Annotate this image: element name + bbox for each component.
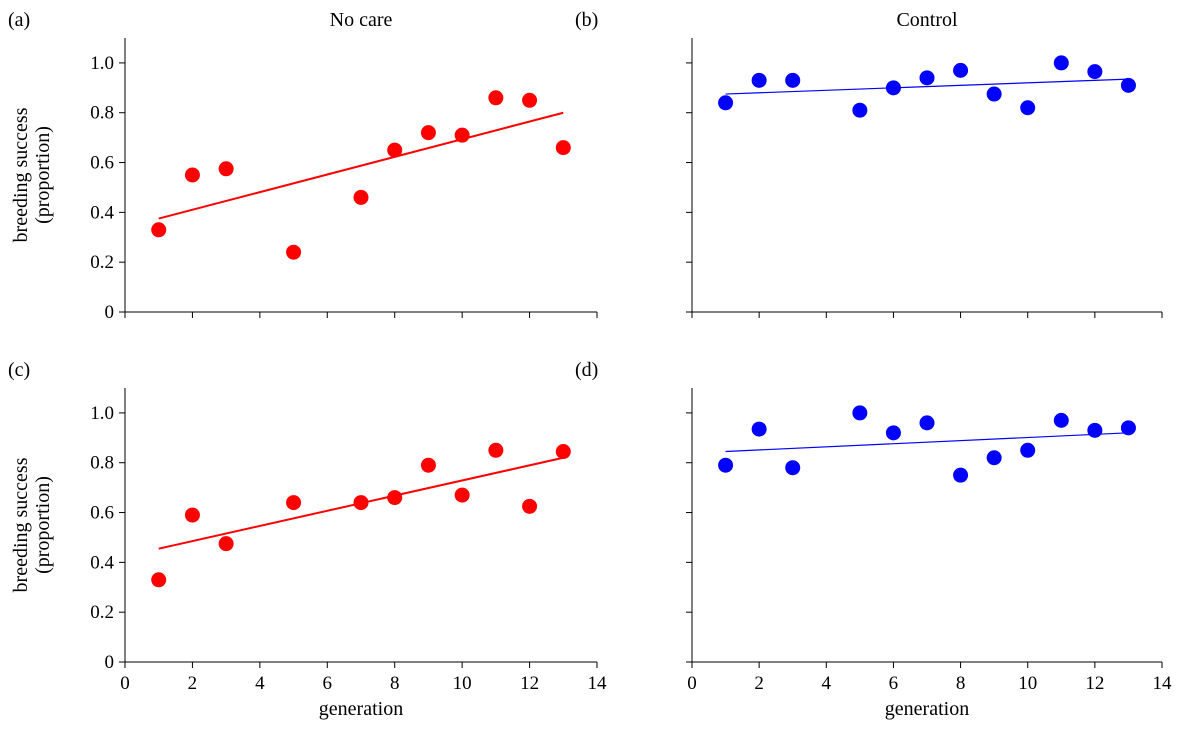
y-tick-label: 1.0 (90, 53, 114, 74)
x-axis-label: generation (885, 698, 969, 720)
data-point (488, 90, 504, 106)
data-point (454, 487, 470, 503)
data-point (522, 92, 538, 108)
y-tick-label: 0.6 (90, 503, 114, 524)
x-tick-label: 0 (687, 673, 697, 694)
panel-title: No care (330, 9, 393, 31)
data-point (785, 460, 801, 476)
data-point (919, 415, 935, 431)
y-axis-label: (proportion) (32, 476, 54, 574)
data-point (1087, 422, 1103, 438)
data-point (454, 127, 470, 143)
data-point (1053, 412, 1069, 428)
y-tick-label: 0.8 (90, 103, 114, 124)
panel-a: (a) No care 0 0.2 0.4 0.6 0.8 1.0 breeding succe… (8, 9, 598, 323)
y-tick-label: 0.4 (90, 202, 114, 223)
data-point (919, 70, 935, 86)
data-point (1053, 55, 1069, 71)
y-tick-label: 0 (105, 302, 115, 323)
trend-line (725, 432, 1129, 453)
data-point (353, 189, 369, 205)
data-point (184, 167, 200, 183)
data-point (555, 140, 571, 156)
x-tick-label: 10 (453, 673, 472, 694)
panel-tag: (a) (8, 9, 30, 31)
x-tick-label: 8 (956, 673, 966, 694)
panel-tag: (b) (575, 9, 598, 31)
data-point (751, 72, 767, 88)
data-point (852, 405, 868, 421)
x-axis-label: generation (319, 698, 403, 720)
y-tick-label: 0.8 (90, 453, 114, 474)
x-tick-label: 12 (520, 673, 539, 694)
data-point (953, 62, 969, 78)
data-point (184, 507, 200, 523)
data-point (420, 457, 436, 473)
data-point (885, 425, 901, 441)
panel-b: (b) Control (575, 9, 1163, 318)
data-point (852, 102, 868, 118)
x-tick-label: 10 (1018, 673, 1037, 694)
data-point (151, 572, 167, 588)
x-tick-label: 12 (1085, 673, 1104, 694)
data-point (218, 161, 234, 177)
data-point (1087, 64, 1103, 80)
y-axis-label: (proportion) (32, 126, 54, 224)
x-tick-label: 14 (588, 673, 608, 694)
data-point (1020, 442, 1036, 458)
trend-line (725, 78, 1129, 95)
data-point (718, 95, 734, 111)
panel-tag: (d) (575, 359, 598, 381)
y-tick-label: 0.4 (90, 552, 114, 573)
data-point (1020, 100, 1036, 116)
data-point (420, 125, 436, 141)
x-tick-label: 14 (1153, 673, 1173, 694)
data-point (387, 490, 403, 506)
data-point (353, 495, 369, 511)
data-point (751, 421, 767, 437)
panel-tag: (c) (8, 359, 30, 381)
y-tick-label: 0.2 (90, 252, 114, 273)
data-point (218, 536, 234, 552)
data-point (1120, 77, 1136, 93)
y-tick-label: 0.6 (90, 153, 114, 174)
data-point (953, 467, 969, 483)
y-axis-label: breeding success (10, 457, 32, 592)
trend-line (158, 111, 564, 220)
y-tick-label: 1.0 (90, 403, 114, 424)
data-point (1120, 420, 1136, 436)
panels-layer: (a) No care 0 0.2 0.4 0.6 0.8 1.0 breeding succe… (8, 9, 1172, 720)
data-point (151, 222, 167, 238)
y-tick-label: 0.2 (90, 602, 114, 623)
x-tick-label: 6 (889, 673, 899, 694)
data-point (986, 86, 1002, 102)
data-point (522, 498, 538, 514)
data-point (555, 444, 571, 460)
x-tick-label: 8 (390, 673, 400, 694)
data-point (286, 495, 302, 511)
x-tick-label: 2 (188, 673, 198, 694)
data-point (488, 442, 504, 458)
panel-title: Control (896, 9, 958, 31)
x-tick-label: 4 (822, 673, 832, 694)
x-tick-label: 4 (255, 673, 265, 694)
panel-c: (c) 0 0.2 0.4 0.6 0.8 1.0 0 2 4 6 8 10 12 14 generation… (8, 359, 607, 720)
data-point (785, 72, 801, 88)
y-tick-label: 0 (105, 652, 115, 673)
x-tick-label: 2 (754, 673, 764, 694)
data-point (286, 244, 302, 260)
x-tick-label: 0 (120, 673, 130, 694)
data-point (986, 450, 1002, 466)
y-axis-label: breeding success (10, 107, 32, 242)
x-tick-label: 6 (323, 673, 333, 694)
data-point (885, 80, 901, 96)
data-point (718, 457, 734, 473)
panel-d: (d) 0 2 4 6 8 10 12 14 generation (575, 359, 1172, 720)
data-point (387, 142, 403, 158)
